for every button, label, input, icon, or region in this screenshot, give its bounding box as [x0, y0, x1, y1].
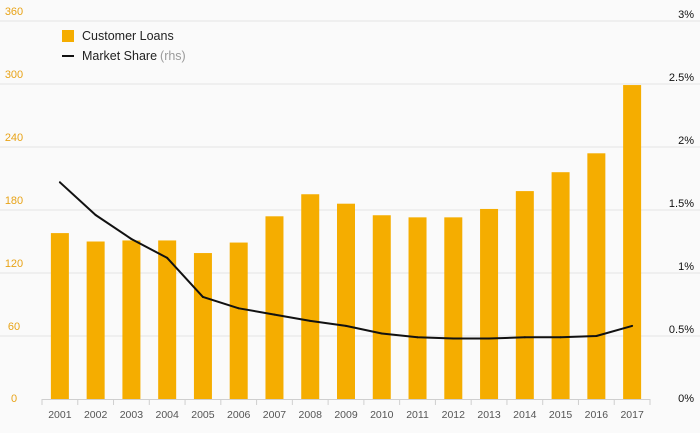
- x-tick-label: 2011: [406, 409, 429, 421]
- y-right-tick-label: 0.5%: [669, 324, 694, 336]
- point-market-share: [201, 295, 204, 298]
- bar-customer-loans: [86, 241, 105, 399]
- bar-customer-loans: [480, 208, 499, 399]
- y-right-tick-label: 3%: [678, 9, 694, 21]
- x-tick-label: 2013: [477, 409, 501, 421]
- point-market-share: [273, 313, 276, 316]
- x-tick-label: 2006: [227, 409, 251, 421]
- bar-customer-loans: [408, 217, 427, 399]
- x-tick-label: 2009: [334, 409, 358, 421]
- bar-customer-loans: [515, 191, 534, 399]
- y-right-tick-label: 2%: [678, 135, 694, 147]
- x-tick-label: 2014: [513, 409, 537, 421]
- point-market-share: [488, 337, 491, 340]
- bar-customer-loans: [229, 242, 248, 399]
- y-left-tick-label: 300: [5, 69, 23, 81]
- bar-customer-loans: [623, 85, 642, 400]
- point-market-share: [380, 332, 383, 335]
- y-left-tick-label: 360: [5, 6, 23, 18]
- point-market-share: [166, 256, 169, 259]
- bar-customer-loans: [587, 153, 606, 399]
- x-tick-label: 2017: [620, 409, 644, 421]
- point-market-share: [452, 337, 455, 340]
- legend-swatch-market-share: [62, 55, 74, 57]
- legend-item-customer-loans: Customer Loans: [62, 26, 186, 46]
- legend-swatch-customer-loans: [62, 30, 74, 42]
- bar-customer-loans: [337, 203, 355, 399]
- point-market-share: [416, 336, 419, 339]
- point-market-share: [523, 336, 526, 339]
- y-left-tick-label: 0: [11, 393, 17, 405]
- legend-suffix-rhs: (rhs): [160, 49, 186, 63]
- point-market-share: [345, 324, 347, 327]
- point-market-share: [631, 324, 634, 327]
- point-market-share: [237, 307, 240, 310]
- y-right-tick-label: 0%: [678, 393, 694, 405]
- bar-customer-loans: [50, 233, 69, 399]
- legend-label-market-share: Market Share: [82, 49, 158, 63]
- bar-customer-loans: [444, 217, 463, 399]
- x-tick-label: 2001: [48, 409, 72, 421]
- x-tick-label: 2005: [191, 409, 215, 421]
- point-market-share: [559, 336, 562, 339]
- y-left-tick-label: 60: [8, 321, 20, 333]
- bar-customer-loans: [158, 240, 177, 399]
- bar-customer-loans: [265, 216, 284, 399]
- point-market-share: [58, 181, 61, 184]
- y-right-tick-label: 1.5%: [669, 198, 694, 210]
- legend: Customer Loans Market Share (rhs): [62, 26, 186, 66]
- point-market-share: [309, 319, 312, 322]
- x-tick-label: 2008: [299, 409, 323, 421]
- y-right-tick-label: 1%: [678, 261, 694, 273]
- y-left-tick-label: 240: [5, 132, 23, 144]
- bar-customer-loans: [122, 240, 141, 399]
- bar-customer-loans: [193, 253, 212, 399]
- legend-item-market-share: Market Share (rhs): [62, 46, 186, 66]
- bar-customer-loans: [372, 215, 391, 399]
- y-left-tick-label: 120: [5, 258, 23, 270]
- x-tick-label: 2007: [263, 409, 287, 421]
- bar-customer-loans: [301, 194, 320, 399]
- x-tick-label: 2012: [442, 409, 466, 421]
- x-tick-label: 2002: [84, 409, 108, 421]
- x-tick-label: 2010: [370, 409, 394, 421]
- x-tick-label: 2004: [155, 409, 179, 421]
- y-right-tick-label: 2.5%: [669, 72, 694, 84]
- point-market-share: [595, 335, 598, 337]
- x-tick-label: 2015: [549, 409, 573, 421]
- point-market-share: [130, 237, 133, 240]
- y-left-tick-label: 180: [5, 195, 23, 207]
- x-tick-label: 2003: [120, 409, 144, 421]
- bar-customer-loans: [551, 172, 570, 399]
- x-tick-label: 2016: [585, 409, 609, 421]
- point-market-share: [94, 214, 97, 217]
- legend-label-customer-loans: Customer Loans: [82, 29, 174, 43]
